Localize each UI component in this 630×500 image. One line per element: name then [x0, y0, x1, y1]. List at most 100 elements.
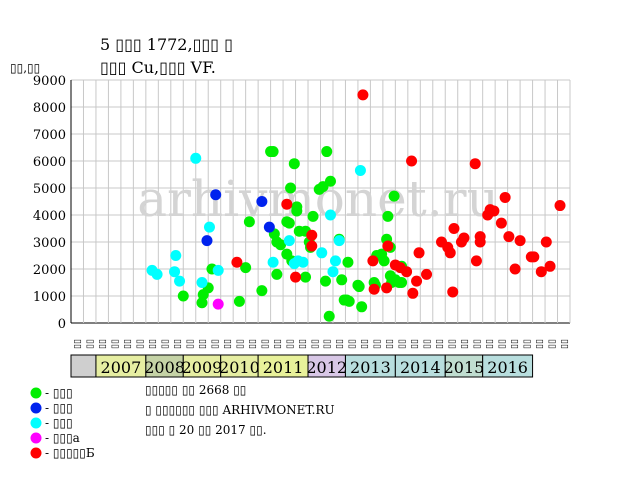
chart-subtitle: ▯▯▯ Cu,▯▯▯ VF. — [100, 58, 216, 77]
data-point — [212, 298, 224, 310]
data-point — [263, 221, 275, 233]
data-point — [381, 282, 393, 294]
data-point — [267, 256, 279, 268]
data-point — [177, 290, 189, 302]
year-label: 2010 — [219, 358, 260, 377]
data-point — [406, 155, 418, 167]
legend-marker — [30, 417, 42, 429]
data-point — [256, 285, 268, 297]
data-point — [357, 89, 369, 101]
data-point — [368, 283, 380, 295]
legend: - ▯▯▯- ▯▯▯- ▯▯▯- ▯▯▯а- ▯▯▯▯▯Б — [30, 386, 95, 460]
data-point — [396, 277, 408, 288]
legend-marker — [30, 402, 42, 414]
data-point — [256, 196, 268, 207]
x-tick-label: ▯▯ — [248, 339, 258, 349]
data-point — [528, 251, 540, 263]
x-tick-label: ▯▯ — [435, 339, 445, 349]
data-point — [474, 236, 486, 248]
x-tick-label: ▯▯ — [123, 339, 133, 349]
data-point — [353, 281, 365, 293]
x-tick-label: ▯▯ — [335, 339, 345, 349]
x-tick-label: ▯▯ — [360, 339, 370, 349]
year-label: 2016 — [487, 358, 528, 377]
data-point — [174, 275, 186, 287]
data-point — [233, 295, 245, 307]
x-tick-label: ▯▯ — [535, 339, 545, 349]
data-point — [327, 266, 339, 278]
x-tick-label: ▯▯ — [310, 339, 320, 349]
chart-title: 5 ▯▯▯ 1772,▯▯▯ ▯ — [100, 35, 233, 54]
x-tick-label: ▯▯ — [136, 339, 146, 349]
data-point — [267, 146, 279, 158]
x-tick-label: ▯▯ — [148, 339, 158, 349]
year-label: 2008 — [144, 358, 185, 377]
x-tick-label: ▯▯ — [560, 339, 570, 349]
data-points — [146, 89, 566, 322]
x-tick-label: ▯▯ — [373, 339, 383, 349]
x-tick-label: ▯▯ — [348, 339, 358, 349]
year-label: 2011 — [263, 358, 304, 377]
data-point — [367, 255, 379, 267]
data-point — [306, 229, 318, 241]
data-point — [336, 274, 348, 286]
note-line: ▯▯▯▯▯ ▯▯ 2668 ▯▯ — [145, 383, 246, 397]
data-point — [196, 277, 208, 288]
data-point — [316, 247, 328, 259]
y-tick-label: 6000 — [33, 155, 66, 170]
data-point — [324, 209, 336, 221]
x-tick-label: ▯▯ — [323, 339, 333, 349]
y-tick-label: 3000 — [33, 236, 66, 251]
year-label: 2009 — [182, 358, 223, 377]
legend-label: - ▯▯▯ — [45, 401, 73, 415]
x-tick-label: ▯▯ — [161, 339, 171, 349]
data-point — [285, 182, 297, 194]
y-tick-label: 4000 — [33, 209, 66, 224]
x-tick-label: ▯▯ — [547, 339, 557, 349]
legend-label: - ▯▯▯ — [45, 386, 73, 400]
data-point — [342, 256, 354, 268]
data-point — [190, 152, 202, 164]
x-tick-label: ▯▯ — [385, 339, 395, 349]
x-tick-label: ▯▯ — [485, 339, 495, 349]
x-tick-label: ▯▯ — [273, 339, 283, 349]
x-tick-label: ▯▯ — [298, 339, 308, 349]
data-point — [329, 255, 341, 267]
x-tick-label: ▯▯ — [86, 339, 96, 349]
data-point — [307, 210, 319, 222]
data-point — [169, 266, 181, 278]
data-point — [447, 286, 459, 298]
data-point — [323, 310, 335, 322]
legend-marker — [30, 432, 42, 444]
data-point — [554, 200, 566, 212]
x-tick-label: ▯▯ — [111, 339, 121, 349]
data-point — [413, 247, 425, 259]
data-point — [514, 235, 526, 247]
x-tick-label: ▯▯ — [410, 339, 420, 349]
legend-label: - ▯▯▯ — [45, 416, 73, 430]
x-tick-label: ▯▯ — [460, 339, 470, 349]
x-tick-label: ▯▯ — [198, 339, 208, 349]
data-point — [212, 264, 224, 276]
notes: ▯▯▯▯▯ ▯▯ 2668 ▯▯ ▯ ▯▯▯▯▯▯ ▯▯▯ ARHIVMONET.… — [145, 383, 335, 437]
data-point — [321, 146, 333, 158]
data-point — [151, 268, 163, 280]
data-point — [509, 263, 521, 275]
data-point — [210, 189, 222, 201]
y-tick-label: 9000 — [33, 74, 66, 89]
data-point — [503, 231, 515, 243]
x-tick-label: ▯▯ — [497, 339, 507, 349]
data-point — [535, 266, 547, 278]
data-point — [411, 275, 423, 287]
data-point — [444, 247, 456, 259]
legend-marker — [30, 387, 42, 399]
data-point — [401, 266, 413, 278]
data-point — [275, 239, 287, 251]
x-tick-label: ▯▯ — [423, 339, 433, 349]
data-point — [243, 216, 255, 228]
data-point — [388, 190, 400, 202]
year-label: 2013 — [350, 358, 391, 377]
data-point — [271, 268, 283, 280]
note-line: ▯ ▯▯▯▯▯▯ ▯▯▯ ARHIVMONET.RU — [145, 403, 335, 417]
